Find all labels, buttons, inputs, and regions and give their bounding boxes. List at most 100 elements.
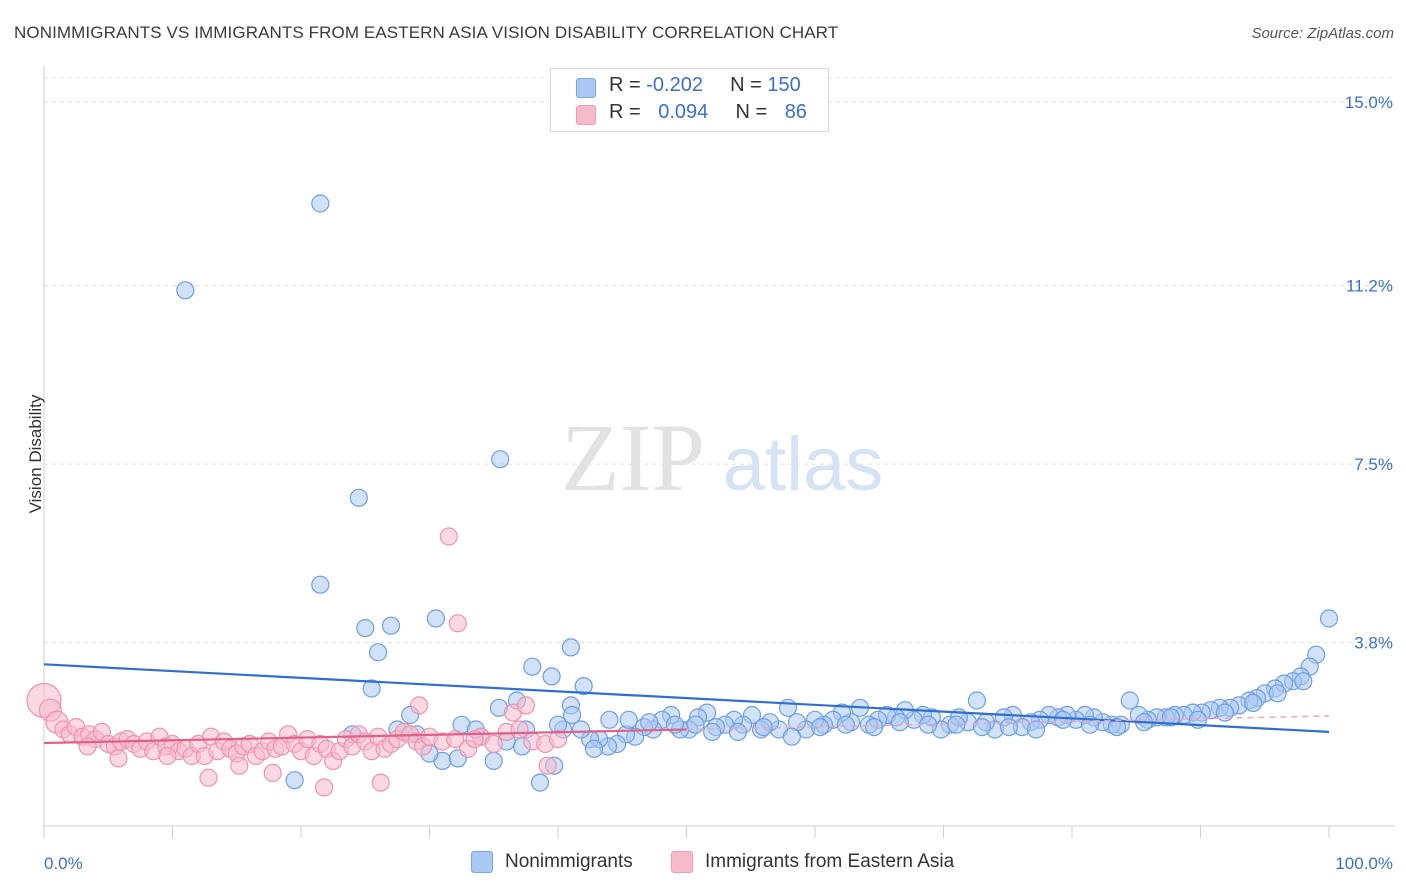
point-nonimmigrants bbox=[311, 575, 330, 594]
point-nonimmigrants bbox=[349, 488, 368, 507]
point-nonimmigrants bbox=[176, 281, 195, 300]
point-eastern-asia bbox=[315, 778, 334, 797]
y-axis-label: Vision Disability bbox=[26, 394, 45, 514]
point-nonimmigrants bbox=[890, 713, 909, 732]
point-nonimmigrants bbox=[778, 698, 798, 717]
trend-extension-eastern-asia bbox=[686, 715, 1330, 731]
point-nonimmigrants bbox=[864, 717, 884, 737]
point-eastern-asia bbox=[484, 734, 503, 754]
point-nonimmigrants bbox=[972, 717, 992, 737]
y-tick-label: 7.5% bbox=[1354, 455, 1393, 474]
point-nonimmigrants bbox=[600, 710, 619, 729]
watermark-zip: ZIP bbox=[561, 404, 705, 511]
point-nonimmigrants bbox=[311, 194, 330, 213]
watermark-atlas: atlas bbox=[723, 422, 884, 507]
point-nonimmigrants bbox=[530, 773, 550, 792]
r-label: R = bbox=[609, 74, 647, 96]
n-value: 86 bbox=[784, 101, 807, 123]
grid-lines bbox=[44, 77, 1395, 644]
trend-lines bbox=[43, 663, 1330, 745]
y-tick-label: 15.0% bbox=[1345, 93, 1393, 112]
legend-label-nonimmigrants: Nonimmigrants bbox=[505, 851, 633, 872]
point-nonimmigrants bbox=[1268, 684, 1287, 703]
point-nonimmigrants bbox=[836, 715, 855, 734]
legend-item-nonimmigrants[interactable]: Nonimmigrants bbox=[471, 851, 633, 873]
n-value: 150 bbox=[767, 74, 801, 96]
point-nonimmigrants bbox=[484, 751, 503, 771]
point-nonimmigrants bbox=[703, 722, 722, 742]
axes bbox=[43, 66, 1395, 838]
x-tick-label: 100.0% bbox=[1335, 854, 1393, 873]
legend-label-eastern-asia: Immigrants from Eastern Asia bbox=[705, 851, 955, 872]
point-nonimmigrants bbox=[1107, 717, 1127, 737]
y-tick-label: 3.8% bbox=[1354, 634, 1393, 653]
point-nonimmigrants bbox=[1053, 710, 1073, 729]
n-label: N = bbox=[735, 101, 773, 123]
point-nonimmigrants bbox=[640, 713, 659, 732]
stats-row-eastern-asia: R = 0.094 N = 86 bbox=[551, 101, 828, 127]
point-eastern-asia bbox=[78, 737, 97, 756]
point-nonimmigrants bbox=[381, 616, 401, 635]
point-nonimmigrants bbox=[1026, 720, 1046, 739]
stats-legend: R = -0.202 N = 150 R = 0.094 N = 86 bbox=[550, 68, 829, 132]
legend-swatch-eastern-asia bbox=[671, 851, 693, 873]
point-nonimmigrants bbox=[782, 727, 802, 746]
point-nonimmigrants bbox=[619, 710, 638, 729]
point-nonimmigrants bbox=[1120, 691, 1139, 710]
point-nonimmigrants bbox=[369, 643, 388, 662]
point-eastern-asia bbox=[516, 696, 536, 715]
point-eastern-asia bbox=[538, 756, 557, 775]
point-eastern-asia bbox=[439, 527, 458, 546]
tick-labels: 3.8% 7.5% 11.2% 15.0% 0.0% 100.0% bbox=[44, 93, 1393, 873]
watermark: ZIP atlas bbox=[561, 404, 883, 511]
stats-row-nonimmigrants: R = -0.202 N = 150 bbox=[551, 74, 828, 100]
n-label: N = bbox=[730, 74, 768, 96]
legend-swatch-pink bbox=[576, 105, 596, 125]
point-eastern-asia bbox=[410, 696, 429, 715]
legend-swatch-blue bbox=[576, 78, 596, 98]
point-eastern-asia bbox=[158, 746, 177, 766]
point-nonimmigrants bbox=[574, 676, 593, 696]
r-value: -0.202 bbox=[646, 74, 703, 96]
legend-item-eastern-asia[interactable]: Immigrants from Eastern Asia bbox=[671, 851, 954, 873]
point-nonimmigrants bbox=[561, 638, 581, 657]
r-label: R = bbox=[609, 101, 647, 123]
chart-title: NONIMMIGRANTS VS IMMIGRANTS FROM EASTERN… bbox=[14, 23, 839, 42]
point-nonimmigrants bbox=[728, 722, 748, 742]
point-nonimmigrants bbox=[571, 720, 591, 739]
point-nonimmigrants bbox=[523, 657, 542, 676]
x-tick-label: 0.0% bbox=[44, 854, 83, 873]
trend-line-nonimmigrants bbox=[43, 663, 1330, 733]
point-nonimmigrants bbox=[999, 717, 1019, 737]
series-legend: Nonimmigrants Immigrants from Eastern As… bbox=[0, 851, 1406, 879]
r-value: 0.094 bbox=[658, 101, 709, 123]
point-nonimmigrants bbox=[1294, 672, 1313, 691]
point-eastern-asia bbox=[109, 749, 128, 768]
point-nonimmigrants bbox=[947, 715, 966, 734]
point-nonimmigrants bbox=[542, 667, 561, 686]
point-nonimmigrants bbox=[1161, 708, 1181, 727]
point-nonimmigrants bbox=[562, 705, 582, 725]
source-label: Source: ZipAtlas.com bbox=[1251, 25, 1394, 42]
point-nonimmigrants bbox=[584, 739, 604, 758]
point-nonimmigrants bbox=[967, 691, 987, 710]
point-eastern-asia bbox=[263, 763, 282, 783]
point-eastern-asia bbox=[548, 729, 568, 749]
point-nonimmigrants bbox=[686, 715, 705, 734]
point-nonimmigrants bbox=[491, 450, 510, 469]
point-nonimmigrants bbox=[285, 771, 304, 790]
point-eastern-asia bbox=[371, 773, 390, 792]
legend-swatch-nonimmigrants bbox=[471, 851, 493, 873]
point-nonimmigrants bbox=[426, 609, 445, 628]
point-nonimmigrants bbox=[1215, 703, 1235, 722]
point-eastern-asia bbox=[230, 756, 249, 775]
point-nonimmigrants bbox=[1244, 693, 1263, 713]
point-nonimmigrants bbox=[356, 618, 375, 638]
point-nonimmigrants bbox=[1319, 609, 1339, 628]
y-tick-label: 11.2% bbox=[1346, 277, 1393, 296]
point-eastern-asia bbox=[448, 614, 467, 633]
trend-line-eastern-asia bbox=[43, 728, 687, 745]
point-eastern-asia bbox=[199, 768, 218, 787]
point-eastern-asia bbox=[510, 720, 529, 739]
